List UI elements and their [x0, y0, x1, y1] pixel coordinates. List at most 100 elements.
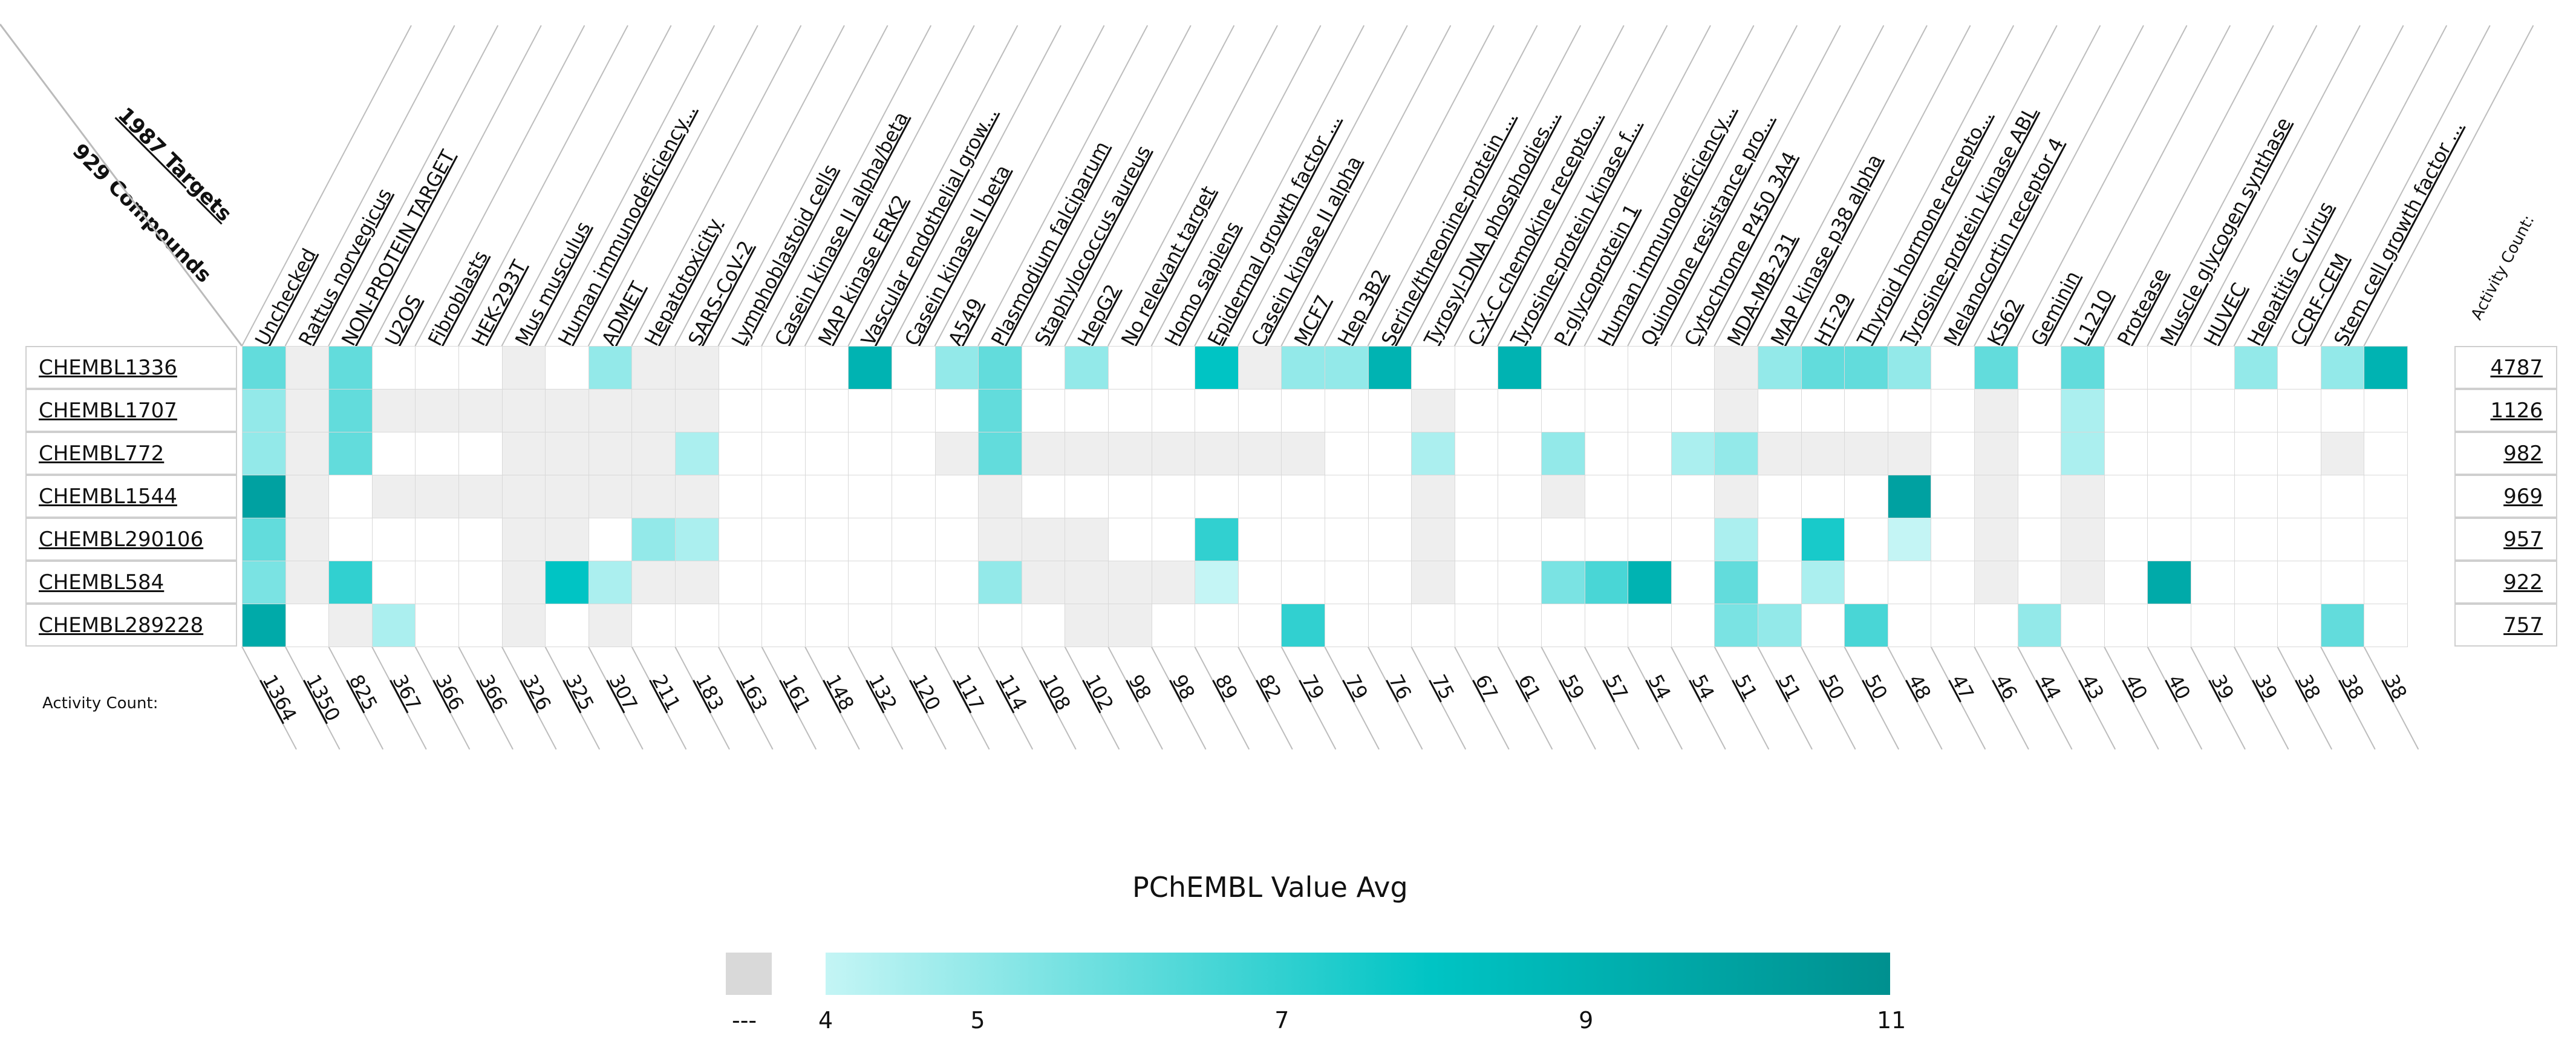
heatmap-cell[interactable] [1844, 561, 1888, 604]
heatmap-cell[interactable] [2277, 475, 2321, 518]
heatmap-cell[interactable] [415, 561, 459, 604]
heatmap-cell[interactable] [1801, 432, 1845, 475]
heatmap-cell[interactable] [1931, 432, 1975, 475]
heatmap-cell[interactable] [1151, 561, 1196, 604]
heatmap-cell[interactable] [978, 389, 1022, 432]
heatmap-cell[interactable] [371, 475, 416, 518]
compound-label[interactable]: CHEMBL772 [25, 432, 237, 475]
heatmap-cell[interactable] [2017, 475, 2062, 518]
heatmap-cell[interactable] [1714, 389, 1758, 432]
heatmap-cell[interactable] [2320, 604, 2365, 647]
heatmap-cell[interactable] [1541, 389, 1585, 432]
compound-count-link[interactable]: 757 [2503, 613, 2543, 637]
heatmap-cell[interactable] [371, 561, 416, 604]
heatmap-cell[interactable] [1758, 432, 1802, 475]
heatmap-cell[interactable] [242, 389, 286, 432]
compound-activity-count[interactable]: 1126 [2454, 389, 2557, 432]
heatmap-cell[interactable] [2017, 389, 2062, 432]
heatmap-cell[interactable] [285, 518, 330, 561]
heatmap-cell[interactable] [1237, 518, 1282, 561]
heatmap-cell[interactable] [1021, 475, 1066, 518]
heatmap-cell[interactable] [458, 432, 503, 475]
heatmap-cell[interactable] [1974, 604, 2018, 647]
heatmap-cell[interactable] [978, 346, 1022, 389]
heatmap-cell[interactable] [1887, 389, 1932, 432]
heatmap-cell[interactable] [1108, 604, 1152, 647]
heatmap-cell[interactable] [2191, 561, 2235, 604]
heatmap-cell[interactable] [2104, 389, 2148, 432]
heatmap-cell[interactable] [2191, 432, 2235, 475]
heatmap-cell[interactable] [1714, 346, 1758, 389]
heatmap-cell[interactable] [545, 475, 589, 518]
heatmap-cell[interactable] [328, 604, 373, 647]
heatmap-cell[interactable] [2061, 432, 2105, 475]
heatmap-cell[interactable] [1758, 346, 1802, 389]
heatmap-cell[interactable] [2364, 389, 2408, 432]
heatmap-cell[interactable] [1281, 346, 1325, 389]
heatmap-cell[interactable] [761, 346, 806, 389]
heatmap-cell[interactable] [1801, 475, 1845, 518]
compound-label[interactable]: CHEMBL1544 [25, 475, 237, 518]
heatmap-cell[interactable] [1454, 561, 1499, 604]
heatmap-cell[interactable] [501, 389, 546, 432]
heatmap-cell[interactable] [285, 604, 330, 647]
heatmap-cell[interactable] [1974, 346, 2018, 389]
heatmap-cell[interactable] [1628, 604, 1672, 647]
heatmap-cell[interactable] [718, 561, 763, 604]
heatmap-cell[interactable] [1237, 475, 1282, 518]
heatmap-cell[interactable] [2234, 475, 2278, 518]
heatmap-cell[interactable] [1498, 432, 1542, 475]
heatmap-cell[interactable] [415, 432, 459, 475]
heatmap-cell[interactable] [2277, 389, 2321, 432]
heatmap-cell[interactable] [1368, 475, 1412, 518]
heatmap-cell[interactable] [1584, 432, 1629, 475]
heatmap-cell[interactable] [1671, 604, 1715, 647]
heatmap-cell[interactable] [1887, 561, 1932, 604]
heatmap-cell[interactable] [1151, 604, 1196, 647]
heatmap-cell[interactable] [2104, 518, 2148, 561]
heatmap-cell[interactable] [1108, 518, 1152, 561]
heatmap-cell[interactable] [2320, 432, 2365, 475]
heatmap-cell[interactable] [1801, 604, 1845, 647]
heatmap-cell[interactable] [1325, 561, 1369, 604]
heatmap-cell[interactable] [1021, 389, 1066, 432]
heatmap-cell[interactable] [1801, 389, 1845, 432]
heatmap-cell[interactable] [2017, 518, 2062, 561]
heatmap-cell[interactable] [285, 389, 330, 432]
heatmap-cell[interactable] [804, 604, 849, 647]
heatmap-cell[interactable] [1411, 346, 1455, 389]
heatmap-cell[interactable] [761, 604, 806, 647]
heatmap-cell[interactable] [1714, 561, 1758, 604]
heatmap-cell[interactable] [675, 475, 719, 518]
heatmap-cell[interactable] [1411, 518, 1455, 561]
heatmap-cell[interactable] [1758, 518, 1802, 561]
compound-count-link[interactable]: 982 [2503, 441, 2543, 466]
heatmap-cell[interactable] [2234, 518, 2278, 561]
heatmap-cell[interactable] [501, 518, 546, 561]
heatmap-cell[interactable] [458, 389, 503, 432]
heatmap-cell[interactable] [761, 432, 806, 475]
compound-activity-count[interactable]: 922 [2454, 561, 2557, 604]
heatmap-cell[interactable] [2364, 561, 2408, 604]
heatmap-cell[interactable] [501, 346, 546, 389]
heatmap-cell[interactable] [1931, 518, 1975, 561]
heatmap-cell[interactable] [2320, 346, 2365, 389]
heatmap-cell[interactable] [2277, 604, 2321, 647]
heatmap-cell[interactable] [1151, 346, 1196, 389]
heatmap-cell[interactable] [1628, 561, 1672, 604]
heatmap-cell[interactable] [718, 604, 763, 647]
heatmap-cell[interactable] [328, 475, 373, 518]
heatmap-cell[interactable] [804, 432, 849, 475]
heatmap-cell[interactable] [892, 389, 936, 432]
heatmap-cell[interactable] [848, 518, 892, 561]
heatmap-cell[interactable] [242, 518, 286, 561]
heatmap-cell[interactable] [588, 475, 633, 518]
heatmap-cell[interactable] [1021, 432, 1066, 475]
compound-link[interactable]: CHEMBL584 [39, 570, 165, 595]
heatmap-cell[interactable] [242, 346, 286, 389]
heatmap-cell[interactable] [1065, 389, 1109, 432]
heatmap-cell[interactable] [588, 432, 633, 475]
heatmap-cell[interactable] [848, 604, 892, 647]
heatmap-cell[interactable] [2277, 346, 2321, 389]
heatmap-cell[interactable] [1281, 604, 1325, 647]
